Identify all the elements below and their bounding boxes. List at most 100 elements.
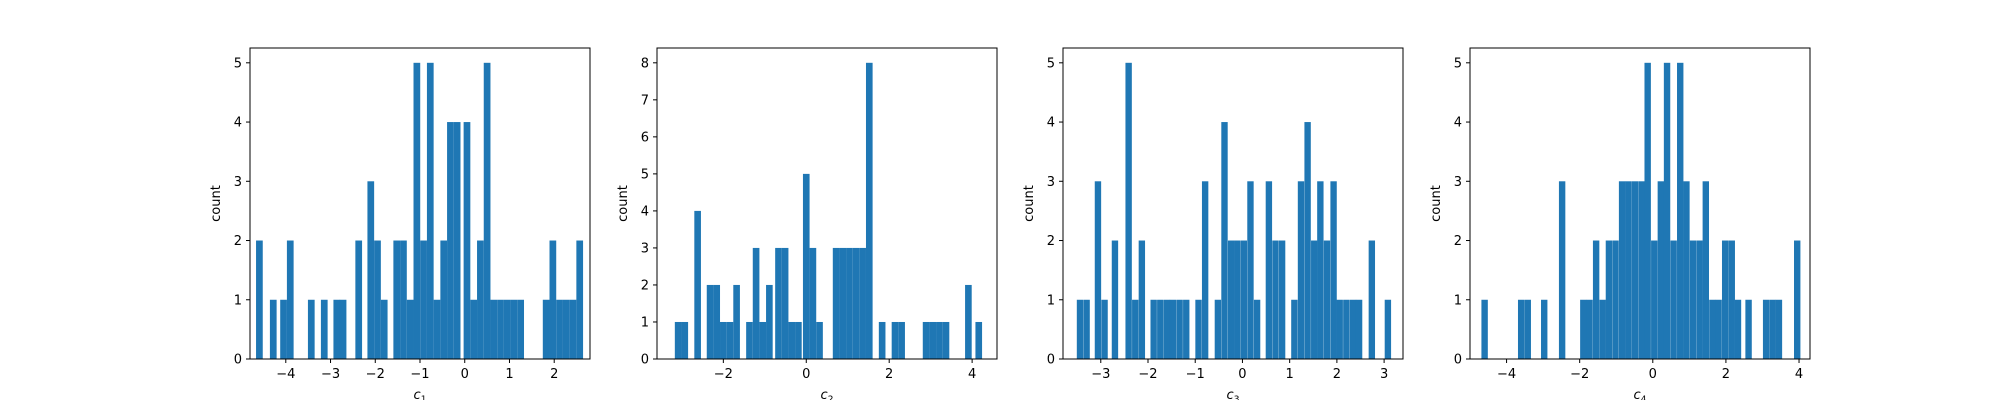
histogram-bar	[1599, 299, 1606, 359]
histogram-bar	[694, 210, 701, 359]
histogram-bar	[733, 284, 740, 359]
histogram-bar	[374, 240, 381, 359]
histogram-bar	[307, 299, 315, 359]
x-tick-label: −2	[714, 367, 733, 382]
y-tick-label: 4	[1047, 116, 1055, 131]
histogram-bar	[759, 321, 767, 359]
y-tick-label: 4	[641, 204, 649, 219]
x-tick-label: −3	[1091, 367, 1110, 382]
y-tick-label: 1	[1047, 293, 1055, 308]
histogram-bar	[1094, 181, 1102, 359]
histogram-bar	[433, 299, 441, 359]
histogram-bar	[1775, 299, 1783, 359]
histogram-bar	[1317, 181, 1324, 359]
axes-frame	[1469, 47, 1811, 360]
histogram-bar	[1343, 299, 1350, 359]
histogram-bar	[1323, 240, 1331, 359]
axes-frame	[656, 47, 998, 360]
histogram-bar	[1721, 240, 1729, 359]
histogram-bar	[1728, 240, 1735, 359]
histogram-bar	[286, 240, 294, 359]
histogram-bar	[556, 299, 563, 359]
histogram-bar	[1111, 240, 1119, 359]
histogram-bar	[720, 321, 727, 359]
x-tick-label: 2	[1722, 367, 1730, 382]
histogram-bar	[832, 247, 840, 359]
histogram-bar	[1794, 240, 1801, 359]
histogram-bar	[1651, 240, 1658, 359]
histogram-bar	[453, 122, 461, 359]
histogram-bar	[766, 284, 773, 359]
histogram-bar	[420, 240, 427, 359]
histogram-bar	[1183, 299, 1190, 359]
x-tick-label: 1	[505, 367, 513, 382]
histogram-bar	[1745, 299, 1752, 359]
histogram-bar	[1349, 299, 1357, 359]
x-tick-label: 4	[1795, 367, 1803, 382]
y-tick-label: 5	[641, 167, 649, 182]
histogram-bar	[1638, 181, 1645, 359]
x-tick-label: 0	[461, 367, 469, 382]
y-tick-label: 1	[234, 293, 242, 308]
histogram-bar	[1157, 299, 1164, 359]
y-tick-label: 4	[1454, 116, 1462, 131]
histogram-bar	[1132, 299, 1139, 359]
histogram-bar	[1558, 181, 1566, 359]
histogram-bar	[1125, 62, 1132, 360]
x-tick-label: 2	[1333, 367, 1341, 382]
y-tick-label: 0	[234, 353, 242, 368]
histogram-bar	[1715, 299, 1722, 359]
histogram-bar	[1769, 299, 1776, 359]
histogram-bar	[517, 299, 525, 359]
y-tick-label: 5	[1454, 56, 1462, 71]
histogram-bar	[746, 321, 753, 359]
histogram-bar	[1683, 181, 1690, 359]
y-axis-label: count	[616, 185, 631, 222]
histogram-bar	[1677, 62, 1684, 360]
histogram-panel-2: −2 0 2 4 0 1 2 3 4 5 6 7 8 c2 count	[616, 47, 998, 400]
histogram-bar	[795, 321, 802, 359]
histogram-bar	[256, 240, 263, 359]
histogram-bar	[447, 122, 454, 359]
histogram-bar	[569, 299, 577, 359]
histogram-bar	[706, 284, 714, 359]
histogram-bar	[852, 247, 860, 359]
histogram-bar	[1297, 181, 1305, 359]
y-tick-label: 8	[641, 56, 649, 71]
histogram-bar	[440, 240, 448, 359]
histogram-bar	[367, 181, 375, 359]
histogram-bar	[1221, 122, 1228, 359]
x-tick-label: −4	[276, 367, 295, 382]
x-axis-label: c3	[1227, 388, 1240, 400]
histogram-bar	[1247, 181, 1254, 359]
histogram-bar	[922, 321, 930, 359]
histogram-bar	[859, 247, 866, 359]
histogram-bar	[898, 321, 905, 359]
x-tick-label: −4	[1497, 367, 1516, 382]
histogram-bar	[477, 240, 484, 359]
histogram-bar	[1612, 240, 1619, 359]
histogram-bar	[503, 299, 511, 359]
histogram-bar	[1227, 240, 1235, 359]
y-tick-label: 2	[641, 278, 649, 293]
histogram-bar	[1076, 299, 1084, 359]
histogram-bar	[1541, 299, 1548, 359]
x-tick-label: 4	[968, 367, 976, 382]
histogram-bar	[775, 247, 782, 359]
x-tick-label: 1	[1286, 367, 1294, 382]
histogram-bar	[929, 321, 937, 359]
histogram-bar	[1524, 299, 1531, 359]
axes-frame	[1062, 47, 1404, 360]
x-tick-label: 3	[1380, 367, 1388, 382]
histogram-bar	[1384, 299, 1392, 359]
histogram-panel-3: −3 −2 −1 0 1 2 3 0 1 2 3 4 5 c3 count	[1022, 47, 1404, 400]
histogram-bar	[839, 247, 847, 359]
histogram-bar	[1355, 299, 1363, 359]
histogram-bar	[1657, 181, 1665, 359]
histogram-bar	[413, 62, 421, 360]
histogram-panel-4: −4 −2 0 2 4 0 1 2 3 4 5 c4 count	[1429, 47, 1811, 400]
histogram-bar	[1670, 240, 1677, 359]
histogram-bar	[1368, 240, 1376, 359]
histogram-bar	[809, 247, 817, 359]
y-tick-label: 5	[1047, 56, 1055, 71]
